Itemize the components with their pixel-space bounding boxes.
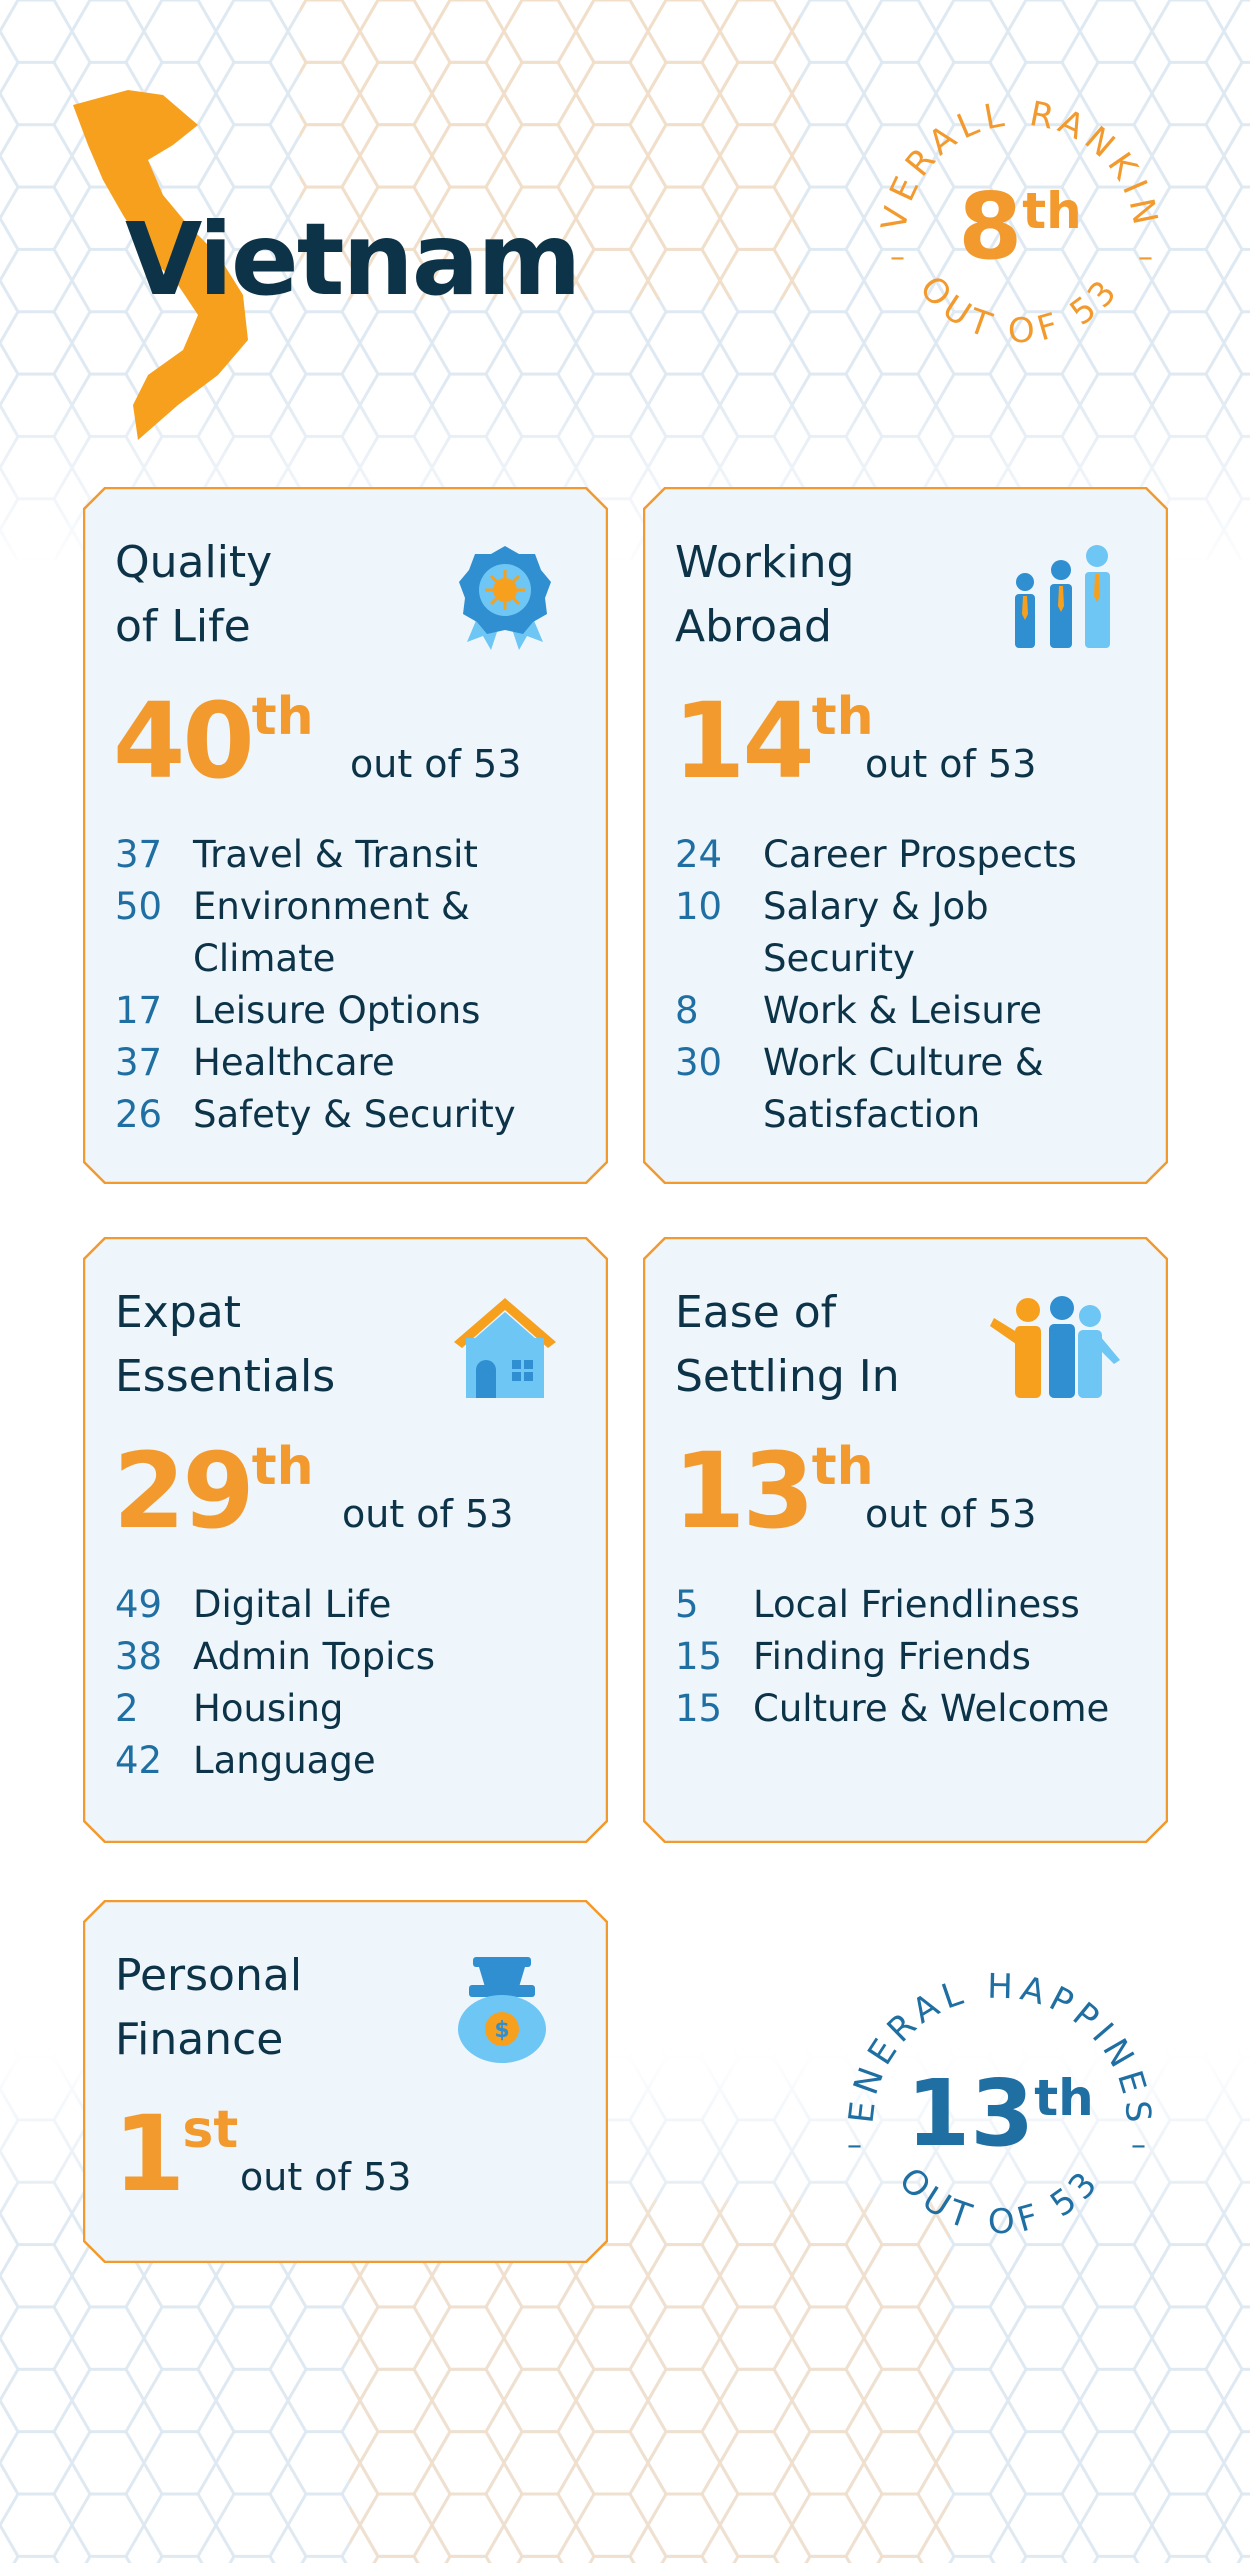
list-item: 50 Environment & Climate xyxy=(115,885,470,980)
list-item: 17 Leisure Options xyxy=(115,989,481,1032)
business-people-icon xyxy=(1005,544,1125,654)
card-out-of: out of 53 xyxy=(342,1492,514,1536)
money-bag-icon: $ xyxy=(455,1957,550,2067)
card-ease-of-settling-in: Ease of Settling In 13th out of 53 5 Loca… xyxy=(643,1237,1168,1843)
overall-dash-left: – xyxy=(890,240,905,275)
list-item: 15 Culture & Welcome xyxy=(675,1687,1110,1730)
happiness-dash-right: – xyxy=(1131,2128,1146,2163)
card-title: Ease of Settling In xyxy=(675,1287,900,1402)
general-happiness-badge: GENERAL HAPPINESS OUT OF 53 – – 13th xyxy=(835,1950,1153,2243)
list-item: 30 Work Culture & Satisfaction xyxy=(675,1041,1044,1136)
country-title: Vietnam xyxy=(125,201,581,318)
subcategory-list: 49 Digital Life 38 Admin Topics 2 Housing 4… xyxy=(115,1579,435,1787)
list-item: 10 Salary & Job Security xyxy=(675,885,989,980)
waving-people-icon xyxy=(990,1294,1125,1399)
card-out-of: out of 53 xyxy=(350,742,522,786)
card-title: Quality of Life xyxy=(115,537,273,652)
card-out-of: out of 53 xyxy=(865,1492,1037,1536)
card-out-of: out of 53 xyxy=(865,742,1037,786)
list-item: 37 Healthcare xyxy=(115,1041,395,1084)
card-rank: 14th xyxy=(673,680,874,802)
happiness-rank-value: 13th xyxy=(906,2060,1094,2167)
subcategory-list: 24 Career Prospects 10 Salary & Job Securi… xyxy=(675,829,1093,1141)
card-rank: 1st xyxy=(113,2093,239,2215)
list-item: 38 Admin Topics xyxy=(115,1635,436,1678)
list-item: 5 Local Friendliness xyxy=(675,1583,1080,1626)
card-quality-of-life: Quality of Life 40th out of 53 37 Travel … xyxy=(83,487,608,1184)
card-title: Expat Essentials xyxy=(115,1287,336,1402)
card-rank: 13th xyxy=(673,1430,874,1552)
svg-text:$: $ xyxy=(494,2018,509,2043)
list-item: 2 Housing xyxy=(115,1687,344,1730)
overall-dash-right: – xyxy=(1138,240,1153,275)
card-rank: 29th xyxy=(113,1430,314,1552)
list-item: 24 Career Prospects xyxy=(675,833,1077,876)
card-personal-finance: Personal Finance $ 1st out of 53 xyxy=(83,1900,608,2263)
house-icon xyxy=(450,1294,560,1399)
subcategory-list: 5 Local Friendliness 15 Finding Friends 15… xyxy=(675,1579,1109,1735)
award-ribbon-icon xyxy=(455,544,555,654)
list-item: 37 Travel & Transit xyxy=(115,833,478,876)
overall-arc-bottom: OUT OF 53 xyxy=(912,268,1129,351)
card-rank: 40th xyxy=(113,680,314,802)
card-working-abroad: Working Abroad 14th out of 53 24 Career P… xyxy=(643,487,1168,1184)
list-item: 49 Digital Life xyxy=(115,1583,392,1626)
list-item: 42 Language xyxy=(115,1739,376,1782)
card-title: Personal Finance xyxy=(115,1950,303,2065)
happiness-arc-bottom: OUT OF 53 xyxy=(891,2160,1109,2242)
list-item: 8 Work & Leisure xyxy=(675,989,1042,1032)
overall-ranking-badge: OVERALL RANKING OUT OF 53 – – 8th xyxy=(860,70,1160,351)
subcategory-list: 37 Travel & Transit 50 Environment & Clima… xyxy=(115,829,516,1141)
list-item: 15 Finding Friends xyxy=(675,1635,1031,1678)
happiness-dash-left: – xyxy=(847,2128,862,2163)
card-title: Working Abroad xyxy=(675,537,855,652)
card-expat-essentials: Expat Essentials 29th out of 53 49 Digita… xyxy=(83,1237,608,1843)
card-out-of: out of 53 xyxy=(240,2155,412,2199)
vietnam-map-icon xyxy=(73,90,248,440)
overall-rank-value: 8th xyxy=(958,173,1082,280)
list-item: 26 Safety & Security xyxy=(115,1093,516,1136)
